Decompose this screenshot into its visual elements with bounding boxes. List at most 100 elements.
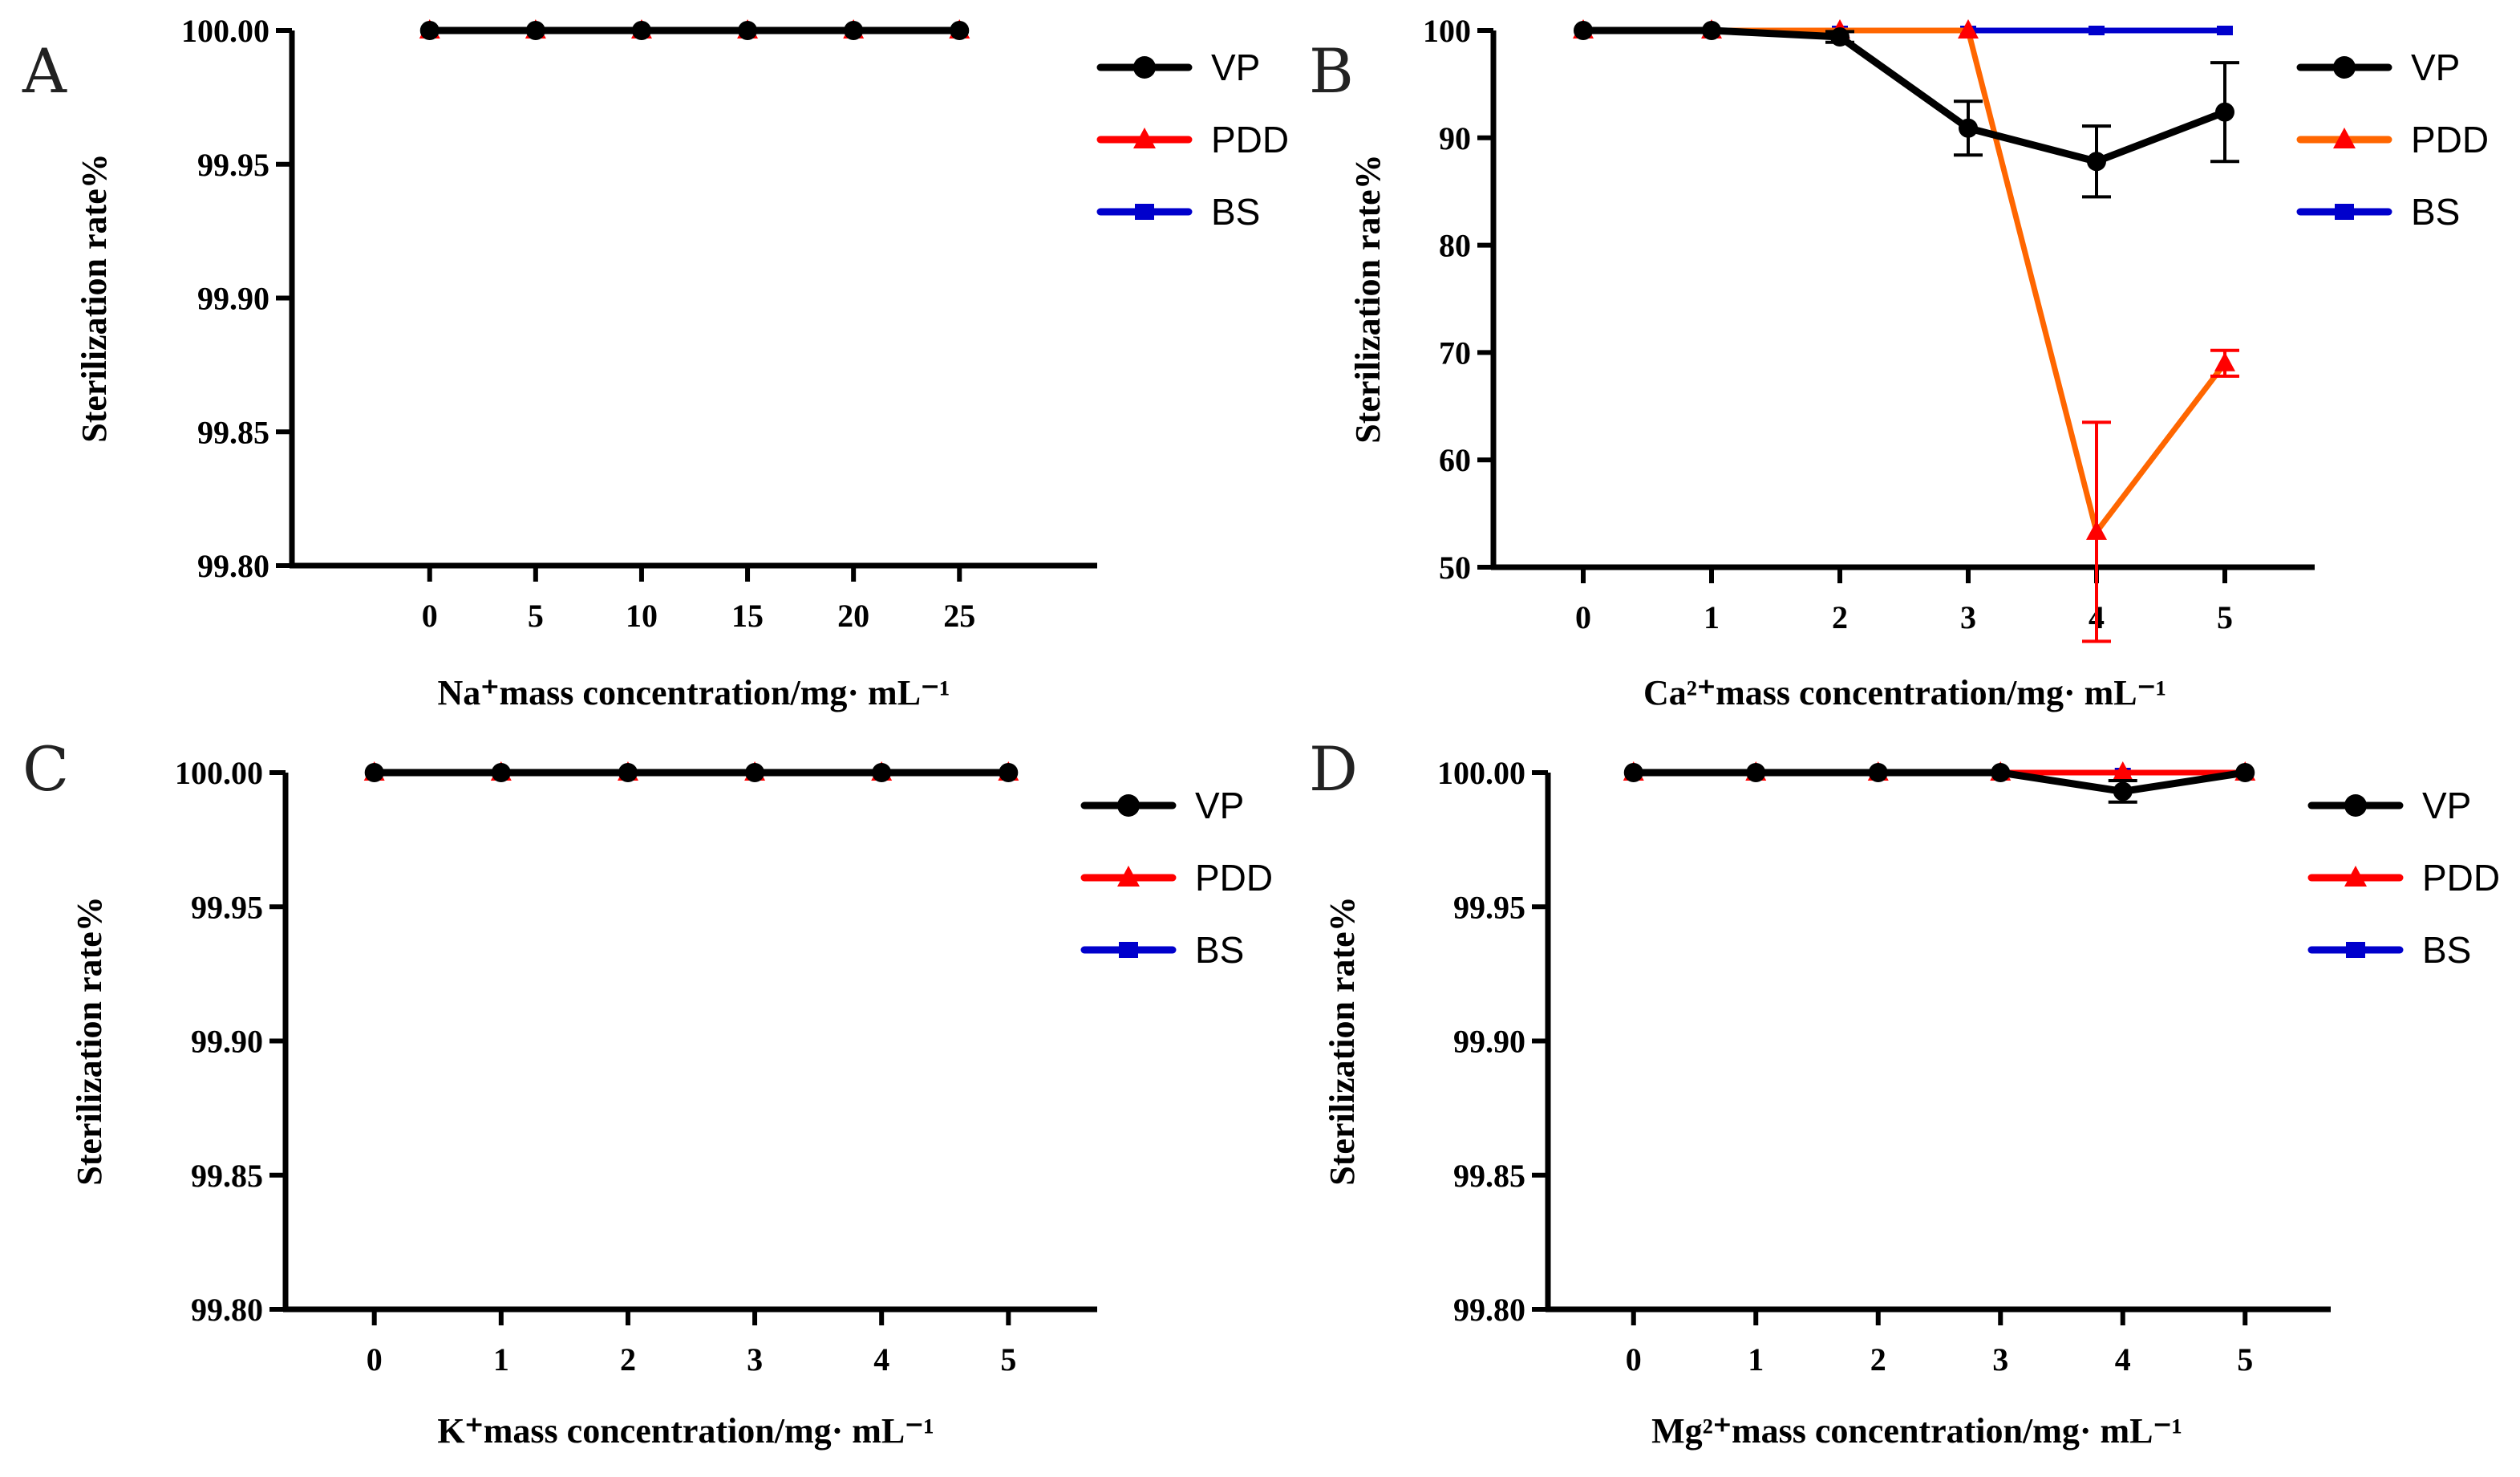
y-axis-label: Sterilization rate% [1323, 896, 1362, 1185]
y-tick-label: 80 [1439, 228, 1471, 264]
legend-label: BS [2411, 191, 2460, 233]
data-point [2217, 26, 2233, 35]
data-point [618, 763, 638, 782]
legend-marker [1135, 204, 1154, 220]
legend-marker [2346, 942, 2365, 958]
data-point [950, 21, 970, 40]
data-point [631, 21, 651, 40]
panel-letter: C [22, 733, 69, 805]
legend-marker [1133, 128, 1156, 148]
x-axis-label: K⁺mass concentration/mg· mL⁻¹ [437, 1411, 934, 1451]
data-point [2087, 152, 2106, 172]
x-tick-label: 0 [1626, 1341, 1642, 1378]
y-tick-label: 99.95 [197, 147, 269, 183]
y-tick-label: 99.90 [197, 281, 269, 317]
data-point [745, 763, 765, 782]
data-point [491, 763, 511, 782]
x-tick-label: 5 [2237, 1341, 2253, 1378]
data-point [1830, 27, 1849, 47]
y-tick-label: 99.85 [191, 1158, 263, 1194]
x-tick-label: 1 [1748, 1341, 1764, 1378]
x-tick-label: 2 [620, 1341, 636, 1378]
legend-marker [2335, 204, 2354, 220]
y-tick-label: 100.00 [181, 13, 269, 49]
x-tick-label: 2 [1832, 599, 1848, 635]
x-tick-label: 3 [1992, 1341, 2008, 1378]
data-point [525, 21, 545, 40]
legend: VP PDD BS [1096, 47, 1289, 233]
data-point [419, 21, 440, 40]
x-tick-label: 25 [943, 598, 975, 634]
x-tick-label: 3 [1960, 599, 1976, 635]
y-tick-label: 50 [1439, 550, 1471, 586]
legend-label: VP [2422, 785, 2471, 826]
legend: VP PDD BS [2307, 785, 2500, 971]
y-tick-label: 99.80 [197, 548, 269, 584]
data-point [2235, 763, 2255, 782]
legend-label: PDD [1211, 119, 1289, 160]
y-tick-label: 70 [1439, 335, 1471, 371]
series-line [1583, 26, 2226, 165]
legend-marker [1117, 866, 1140, 887]
y-axis-label: Sterilization rate% [70, 896, 109, 1185]
legend-label: BS [1211, 191, 1260, 233]
data-point [1623, 763, 1643, 782]
data-point [2214, 351, 2235, 371]
legend-marker [1119, 942, 1138, 958]
data-point [1958, 19, 1979, 39]
x-axis-label: Na⁺mass concentration/mg· mL⁻¹ [438, 673, 950, 712]
x-tick-label: 5 [1000, 1341, 1016, 1378]
data-point [2113, 781, 2133, 801]
y-axis-label: Sterilization rate% [75, 153, 114, 442]
y-tick-label: 99.80 [1453, 1292, 1525, 1328]
data-point [872, 763, 892, 782]
data-point [2112, 761, 2133, 781]
legend-marker [2344, 866, 2367, 887]
legend-label: PDD [2411, 119, 2489, 160]
series-vp [1574, 21, 2239, 199]
panel-letter: B [1309, 35, 1354, 107]
legend-label: VP [1195, 785, 1244, 826]
y-tick-label: 99.90 [1453, 1024, 1525, 1060]
x-tick-label: 2 [1870, 1341, 1886, 1378]
data-point [1746, 763, 1766, 782]
data-point [999, 763, 1019, 782]
y-tick-label: 99.95 [1453, 889, 1525, 925]
panel-b: B5060708090100012345Sterilization rate%C… [1309, 13, 2489, 712]
legend: VP PDD BS [2296, 47, 2489, 233]
panel-c: C 99.80 99.85 99.90 99.95 100.00 0 1 2 3 4 5 Sterili… [22, 733, 1273, 1451]
series-pdd [1573, 19, 2239, 643]
data-point [1991, 763, 2011, 782]
data-point [844, 21, 864, 40]
x-tick-label: 1 [493, 1341, 509, 1378]
y-tick-label: 100.00 [175, 755, 263, 791]
data-point [2089, 26, 2105, 35]
y-tick-label: 60 [1439, 442, 1471, 478]
legend-label: BS [1195, 929, 1244, 971]
legend-label: PDD [2422, 857, 2500, 899]
series-vp [419, 21, 970, 40]
y-tick-label: 99.85 [197, 414, 269, 450]
series-line [1583, 27, 2227, 535]
legend-marker [2333, 128, 2356, 148]
x-tick-label: 5 [2217, 599, 2233, 635]
legend: VP PDD BS [1080, 785, 1273, 971]
x-axis-label: Ca²⁺mass concentration/mg· mL⁻¹ [1643, 673, 2166, 712]
legend-marker [2333, 56, 2356, 79]
x-tick-label: 0 [422, 598, 438, 634]
data-point [1868, 763, 1888, 782]
x-tick-label: 0 [367, 1341, 383, 1378]
data-point [1959, 118, 1978, 138]
data-point [1574, 21, 1593, 40]
x-tick-label: 3 [747, 1341, 763, 1378]
y-tick-label: 99.90 [191, 1024, 263, 1060]
data-point [1702, 21, 1721, 40]
x-tick-label: 5 [528, 598, 544, 634]
legend-label: VP [1211, 47, 1260, 88]
data-point [2215, 102, 2234, 122]
panel-d: D 99.80 99.85 99.90 99.95 100.00 0 1 2 3 4 5 Sterili… [1309, 733, 2500, 1451]
data-point [2086, 520, 2107, 540]
series-vp [1623, 763, 2255, 804]
y-tick-label: 90 [1439, 120, 1471, 156]
